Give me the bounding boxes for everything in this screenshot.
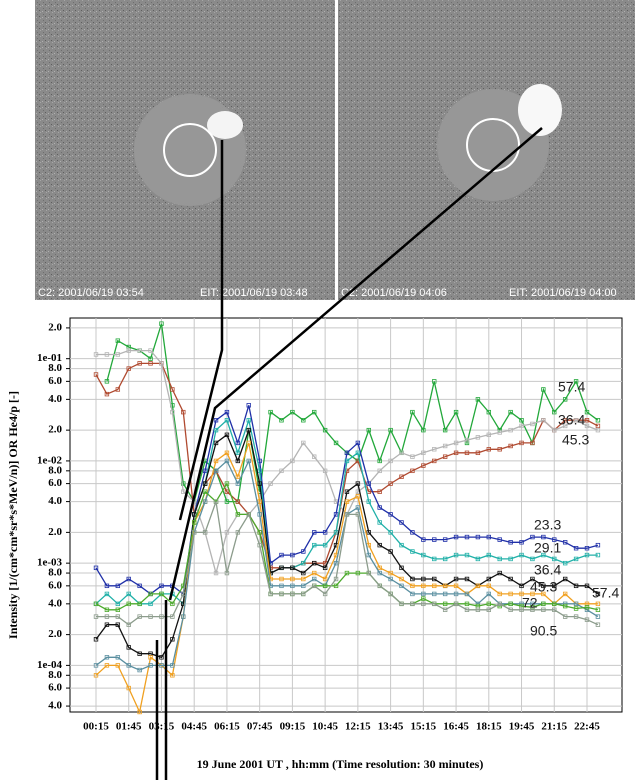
y-tick-label: 8.0 <box>48 464 62 476</box>
y-tick-label: 2.0 <box>48 628 62 640</box>
series-label: 29.1 <box>534 540 561 556</box>
y-tick-label: 2.0 <box>48 526 62 538</box>
series-label: 36.4 <box>558 412 585 428</box>
x-tick-label: 18:15 <box>476 721 502 733</box>
image-caption: C2: 2001/06/19 04:06 <box>341 287 447 299</box>
y-tick-label: 6.0 <box>48 477 62 489</box>
image-caption: EIT: 2001/06/19 03:48 <box>200 287 308 299</box>
y-tick-label: 2.0 <box>48 424 62 436</box>
y-tick-label: 4.0 <box>48 393 62 405</box>
plot-frame <box>70 318 622 712</box>
series-label: 57.4 <box>558 379 585 395</box>
y-tick-label: 2.0 <box>48 321 62 333</box>
series-label: 45.3 <box>530 579 557 595</box>
y-tick-label: 6.0 <box>48 682 62 694</box>
series-label: 72 <box>522 595 538 611</box>
x-tick-label: 13:45 <box>378 721 404 733</box>
x-tick-label: 00:15 <box>83 721 109 733</box>
x-tick-label: 01:45 <box>116 721 142 733</box>
x-tick-label: 09:15 <box>280 721 306 733</box>
x-tick-label: 19:45 <box>509 721 535 733</box>
image-left: C2: 2001/06/19 03:54 EIT: 2001/06/19 03:… <box>35 0 335 300</box>
series-label: 90.5 <box>530 623 557 639</box>
x-tick-label: 22:45 <box>574 721 600 733</box>
y-tick-label: 8.0 <box>48 669 62 681</box>
x-tick-label: 06:15 <box>214 721 240 733</box>
image-caption: C2: 2001/06/19 03:54 <box>38 287 144 299</box>
x-tick-label: 07:45 <box>247 721 273 733</box>
x-tick-label: 03:15 <box>149 721 175 733</box>
chart: C2: 2001/06/19 03:54 EIT: 2001/06/19 03:… <box>0 0 635 780</box>
y-tick-label: 4.0 <box>48 495 62 507</box>
y-tick-label: 4.0 <box>48 700 62 712</box>
x-axis-title: 19 June 2001 UT , hh:mm (Time resolution… <box>197 757 484 771</box>
image-right: C2: 2001/06/19 04:06 EIT: 2001/06/19 04:… <box>338 0 635 300</box>
y-tick-label: 6.0 <box>48 579 62 591</box>
x-tick-label: 10:45 <box>312 721 338 733</box>
y-tick-label: 8.0 <box>48 362 62 374</box>
x-tick-label: 15:15 <box>410 721 436 733</box>
x-tick-label: 04:45 <box>181 721 207 733</box>
series-label: 23.3 <box>534 517 561 533</box>
y-axis-title: Intensity [1/(cm*cm*sr*s*MeV/n)] OR He4/… <box>6 391 20 639</box>
series-label: 36.4 <box>534 562 561 578</box>
series-label: 57.4 <box>592 585 619 601</box>
y-tick-label: 4.0 <box>48 597 62 609</box>
y-tick-label: 6.0 <box>48 375 62 387</box>
series-label: 45.3 <box>562 432 589 448</box>
figure: C2: 2001/06/19 03:54 EIT: 2001/06/19 03:… <box>0 0 635 780</box>
x-tick-label: 16:45 <box>443 721 469 733</box>
y-tick-label: 8.0 <box>48 567 62 579</box>
x-tick-label: 21:15 <box>541 721 567 733</box>
image-caption: EIT: 2001/06/19 04:00 <box>509 287 617 299</box>
x-tick-label: 12:15 <box>345 721 371 733</box>
